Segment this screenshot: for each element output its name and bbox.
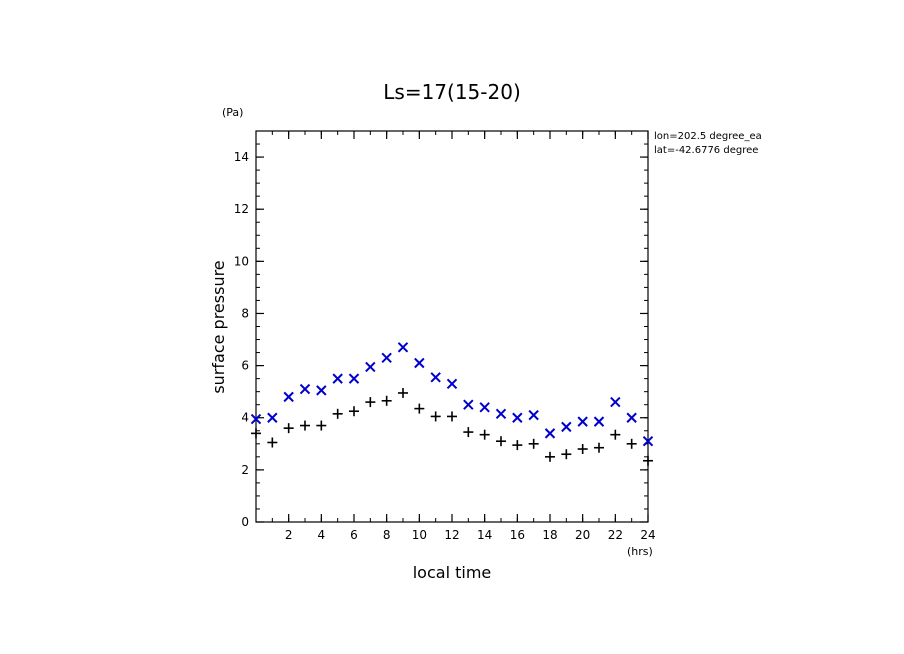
data-point-x-marker: [463, 399, 474, 410]
data-point-x-marker: [414, 357, 425, 369]
x-tick-label: 12: [444, 528, 459, 542]
data-point-x-marker: [561, 421, 572, 433]
data-point-plus-marker: [251, 428, 261, 439]
y-tick-label: 2: [241, 463, 249, 477]
y-tick-label: 8: [241, 306, 249, 320]
data-point-plus-marker: [479, 429, 490, 440]
data-point-plus-marker: [610, 429, 621, 440]
x-unit-label: (hrs): [627, 545, 653, 558]
data-point-x-marker: [626, 412, 637, 423]
data-point-x-marker: [479, 402, 490, 413]
data-point-plus-marker: [414, 403, 425, 414]
data-point-x-marker: [381, 352, 392, 363]
data-point-x-marker: [446, 378, 458, 390]
data-point-plus-marker: [332, 408, 343, 419]
data-point-x-marker: [283, 391, 294, 403]
data-point-x-marker: [365, 361, 376, 373]
data-point-plus-marker: [561, 449, 572, 460]
data-point-x-marker: [577, 416, 588, 427]
data-point-plus-marker: [283, 423, 294, 434]
x-tick-label: 4: [318, 528, 326, 542]
y-unit-label: (Pa): [222, 106, 243, 119]
annotation-lon: lon=202.5 degree_ea: [654, 131, 762, 142]
x-tick-label: 16: [510, 528, 525, 542]
data-point-plus-marker: [545, 451, 555, 462]
data-point-plus-marker: [300, 420, 310, 431]
data-point-x-marker: [430, 372, 441, 383]
x-tick-label: 6: [350, 528, 358, 542]
data-point-plus-marker: [496, 436, 506, 447]
data-point-plus-marker: [398, 387, 408, 398]
data-point-plus-marker: [447, 411, 457, 422]
data-point-plus-marker: [365, 397, 376, 408]
data-point-x-marker: [593, 416, 605, 427]
chart-title: Ls=17(15-20): [383, 80, 521, 104]
y-axis-title: surface pressure: [209, 260, 228, 393]
x-tick-label: 22: [608, 528, 623, 542]
data-point-x-marker: [642, 435, 654, 447]
data-point-plus-marker: [528, 438, 539, 449]
data-point-plus-marker: [316, 420, 327, 431]
data-point-plus-marker: [349, 406, 359, 417]
x-tick-label: 10: [412, 528, 427, 542]
data-point-plus-marker: [626, 438, 637, 449]
data-point-x-marker: [299, 383, 311, 395]
data-point-x-marker: [316, 385, 327, 396]
data-point-plus-marker: [381, 395, 392, 406]
data-point-plus-marker: [512, 440, 523, 451]
data-point-x-marker: [544, 428, 556, 439]
x-tick-label: 14: [477, 528, 492, 542]
data-point-plus-marker: [267, 437, 278, 448]
annotation-lat: lat=-42.6776 degree: [654, 145, 758, 156]
y-tick-label: 4: [241, 411, 249, 425]
y-tick-label: 6: [241, 359, 249, 373]
data-point-x-marker: [267, 412, 278, 423]
x-tick-label: 8: [383, 528, 391, 542]
x-tick-label: 2: [285, 528, 293, 542]
y-tick-label: 10: [234, 254, 249, 268]
data-point-x-marker: [397, 342, 409, 353]
data-point-plus-marker: [594, 442, 604, 453]
data-point-plus-marker: [463, 427, 474, 438]
y-tick-label: 0: [241, 515, 249, 529]
x-tick-label: 24: [640, 528, 655, 542]
data-point-x-marker: [332, 373, 343, 384]
data-point-x-marker: [528, 409, 539, 421]
data-point-x-marker: [348, 373, 360, 384]
data-point-plus-marker: [643, 455, 653, 466]
y-tick-label: 12: [234, 202, 249, 216]
x-axis-title: local time: [413, 563, 492, 582]
plot-frame: [255, 130, 649, 523]
data-point-plus-marker: [577, 444, 588, 455]
data-point-x-marker: [495, 408, 507, 420]
x-tick-label: 20: [575, 528, 590, 542]
data-point-plus-marker: [430, 411, 441, 422]
y-tick-label: 14: [234, 150, 249, 164]
data-point-x-marker: [512, 412, 523, 423]
data-point-x-marker: [610, 396, 621, 408]
data-point-x-marker: [250, 413, 262, 425]
x-tick-label: 18: [542, 528, 557, 542]
